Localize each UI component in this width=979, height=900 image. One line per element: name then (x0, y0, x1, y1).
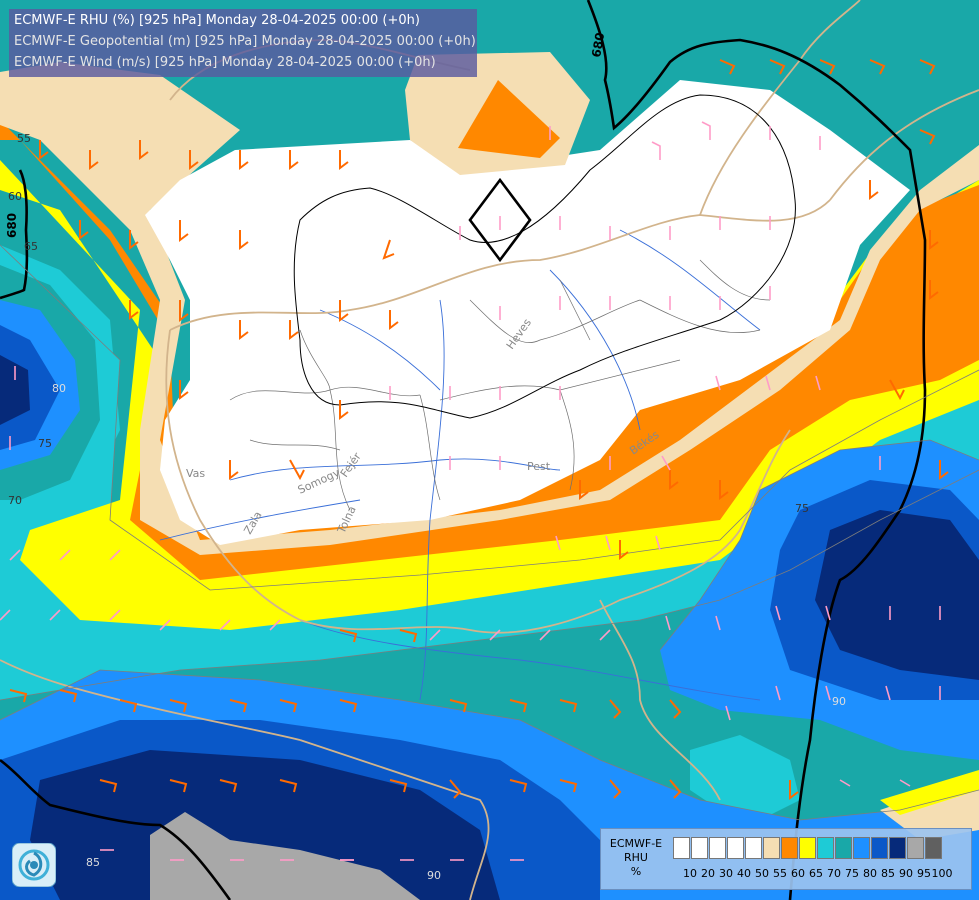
legend-swatch (907, 837, 924, 859)
header-geopotential-title: ECMWF-E Geopotential (m) [925 hPa] Monda… (14, 34, 476, 49)
legend-tick-label: 55 (773, 867, 787, 880)
legend-swatches (673, 837, 943, 859)
legend-swatch (853, 837, 870, 859)
rhu-label-75-right: 75 (795, 502, 809, 515)
legend-swatch (871, 837, 888, 859)
rhu-band-65-lowerright (880, 770, 979, 815)
legend-tick-label: 70 (827, 867, 841, 880)
header-wind-title: ECMWF-E Wind (m/s) [925 hPa] Monday 28-0… (14, 55, 436, 70)
legend-tick-label: 95 (917, 867, 931, 880)
legend-tick-label: 100 (931, 867, 953, 880)
legend-tick-label: 40 (737, 867, 751, 880)
map-labels: 680 680 55 60 65 80 75 70 75 90 85 90 Va… (5, 31, 846, 882)
legend-tick-label: 90 (899, 867, 913, 880)
rhu-band-95-bottom (150, 812, 420, 900)
rivers (159, 229, 761, 701)
rhu-label-75-left: 75 (38, 437, 52, 450)
contour-label-680-left: 680 (5, 213, 19, 238)
legend-swatch (727, 837, 744, 859)
legend-tick-label: 30 (719, 867, 733, 880)
rhu-band-95-left (0, 355, 30, 425)
wind-barbs-pink (0, 121, 941, 861)
rhu-band-90-bottom (30, 750, 500, 900)
rhu-band-60 (0, 120, 979, 580)
legend-swatch (799, 837, 816, 859)
rhu-label-90-right: 90 (832, 695, 846, 708)
rhu-label-70-left: 70 (8, 494, 22, 507)
contour-label-680-top: 680 (589, 31, 607, 58)
rhu-contour-lines (0, 244, 979, 821)
rhu-label-55: 55 (17, 132, 31, 145)
legend-swatch (925, 837, 942, 859)
rhu-band-90-right (815, 510, 979, 680)
rhu-label-90-bottom: 90 (427, 869, 441, 882)
legend-tick-label: 75 (845, 867, 859, 880)
legend-swatch (817, 837, 834, 859)
legend-tick-label: 20 (701, 867, 715, 880)
legend-swatch (745, 837, 762, 859)
logo-icon (12, 843, 56, 887)
rhu-band-90-left (0, 325, 60, 450)
county-label-vas: Vas (186, 467, 205, 480)
legend-swatch (691, 837, 708, 859)
legend-tick-label: 65 (809, 867, 823, 880)
rhu-top-island-60 (458, 80, 560, 158)
legend-swatch (673, 837, 690, 859)
thin-contours (293, 94, 796, 419)
legend: ECMWF-E RHU % 10 20 30 40 50 55 60 65 70 75 80 85 90… (600, 828, 972, 890)
legend-tick-label: 85 (881, 867, 895, 880)
rhu-label-65: 65 (24, 240, 38, 253)
rhu-label-60: 60 (8, 190, 22, 203)
legend-tick-label: 80 (863, 867, 877, 880)
rhu-band-65 (0, 160, 979, 630)
legend-unit: % (630, 865, 642, 878)
legend-tick-label: 60 (791, 867, 805, 880)
legend-swatch (889, 837, 906, 859)
header-panel: ECMWF-E RHU (%) [925 hPa] Monday 28-04-2… (9, 9, 477, 77)
header-rhu-title: ECMWF-E RHU (%) [925 hPa] Monday 28-04-2… (14, 13, 420, 28)
legend-swatch (781, 837, 798, 859)
legend-title: ECMWF-E RHU % (605, 837, 667, 879)
wind-barbs-orange (9, 59, 949, 800)
legend-model: ECMWF-E (609, 837, 663, 850)
rhu-label-85-bottom: 85 (86, 856, 100, 869)
rhu-dry-region (145, 80, 910, 545)
legend-swatch (709, 837, 726, 859)
rhu-band-55 (0, 62, 979, 555)
county-label-pest: Pest (527, 460, 551, 473)
legend-tick-label: 50 (755, 867, 769, 880)
legend-swatch (763, 837, 780, 859)
legend-variable: RHU (624, 851, 648, 864)
rhu-label-80-left: 80 (52, 382, 66, 395)
legend-swatch (835, 837, 852, 859)
legend-tick-label: 10 (683, 867, 697, 880)
